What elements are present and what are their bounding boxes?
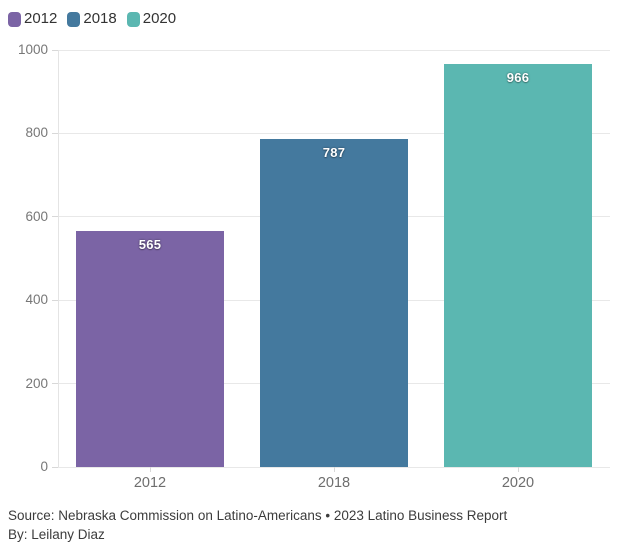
bar-value-label: 787 <box>322 144 346 160</box>
legend-item-2020[interactable]: 2020 <box>126 10 177 28</box>
y-axis-tick <box>52 216 58 218</box>
x-axis-label-2018: 2018 <box>317 475 351 491</box>
legend-swatch-icon <box>67 11 81 27</box>
y-axis-tick <box>52 132 58 134</box>
y-axis-label-0: 0 <box>40 459 48 474</box>
bar-2018[interactable]: 787 <box>260 138 408 467</box>
legend-item-2012[interactable]: 2012 <box>8 10 57 28</box>
y-axis-tick <box>52 383 58 385</box>
legend-swatch-icon <box>126 11 140 27</box>
y-axis-tick <box>52 466 58 468</box>
y-axis-tick <box>52 49 58 51</box>
x-axis-tick <box>149 467 151 472</box>
x-axis-tick <box>517 467 519 472</box>
chart-legend: 2012 2018 2020 <box>8 10 176 28</box>
legend-item-2018[interactable]: 2018 <box>67 10 117 28</box>
legend-label: 2018 <box>83 10 117 27</box>
y-axis-label-200: 200 <box>25 375 48 391</box>
legend-swatch-icon <box>8 11 21 27</box>
gridline-800 <box>58 132 610 134</box>
bar-chart-plot: 565 787 966 <box>58 49 610 468</box>
y-axis-tick <box>52 299 58 301</box>
y-axis-label-800: 800 <box>25 125 48 141</box>
y-axis-label-1000: 1000 <box>17 42 48 57</box>
gridline-1000 <box>58 49 610 51</box>
bar-value-label: 966 <box>506 70 530 86</box>
byline-text: By: Leilany Diaz <box>8 527 105 542</box>
y-axis-label-400: 400 <box>25 292 48 308</box>
y-axis-label-600: 600 <box>25 208 48 224</box>
x-axis-label-2020: 2020 <box>501 475 535 491</box>
bar-2020[interactable]: 966 <box>444 64 592 467</box>
y-axis-line <box>58 50 59 467</box>
source-text: Source: Nebraska Commission on Latino-Am… <box>8 508 508 523</box>
bar-2012[interactable]: 565 <box>76 231 224 467</box>
x-axis-label-2012: 2012 <box>133 475 167 491</box>
legend-label: 2020 <box>142 10 177 27</box>
x-axis-tick <box>333 467 335 472</box>
legend-label: 2012 <box>24 10 58 27</box>
chart-footer: Source: Nebraska Commission on Latino-Am… <box>8 506 507 544</box>
bar-value-label: 565 <box>138 237 162 253</box>
